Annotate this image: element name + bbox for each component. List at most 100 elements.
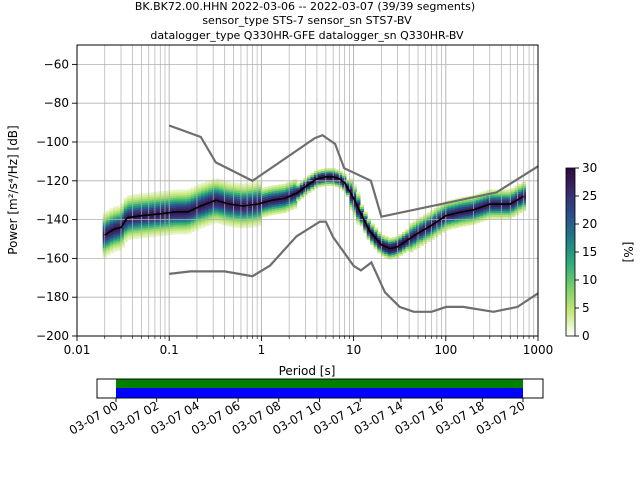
- heatmap-cell: [370, 242, 375, 246]
- heatmap-cell: [356, 222, 361, 225]
- heatmap-cell: [430, 231, 435, 234]
- heatmap-cell: [130, 206, 136, 209]
- heatmap-cell: [201, 221, 206, 224]
- heatmap-cell: [454, 210, 460, 213]
- heatmap-cell: [518, 183, 523, 186]
- heatmap-cell: [349, 195, 354, 198]
- heatmap-cell: [278, 192, 284, 195]
- heatmap-cell: [394, 242, 400, 245]
- heatmap-cell: [176, 207, 181, 210]
- heatmap-cell: [190, 226, 196, 229]
- heatmap-cell: [447, 225, 453, 228]
- heatmap-cell: [243, 183, 248, 186]
- heatmap-cell: [141, 220, 146, 223]
- heatmap-cell: [106, 228, 111, 231]
- heatmap-cell: [137, 230, 143, 233]
- heatmap-cell: [384, 251, 389, 255]
- heatmap-cell: [398, 251, 403, 254]
- heatmap-cell: [345, 194, 350, 197]
- heatmap-cell: [229, 189, 234, 192]
- heatmap-cell: [282, 211, 287, 214]
- heatmap-cell: [236, 196, 241, 199]
- heatmap-cell: [500, 199, 505, 202]
- heatmap-cell: [310, 176, 315, 180]
- heatmap-cell: [363, 213, 368, 216]
- heatmap-cell: [123, 236, 129, 239]
- heatmap-cell: [187, 214, 192, 217]
- heatmap-cell: [225, 216, 231, 219]
- heatmap-cell: [335, 179, 340, 182]
- heatmap-cell: [486, 190, 491, 193]
- heatmap-cell: [264, 196, 269, 199]
- heatmap-cell: [324, 170, 329, 173]
- heatmap-cell: [437, 223, 442, 226]
- heatmap-cell: [454, 216, 460, 219]
- heatmap-cell: [433, 210, 438, 213]
- heatmap-cell: [310, 186, 315, 189]
- low-noise-model-line: [169, 220, 539, 313]
- heatmap-cell: [433, 235, 438, 238]
- heatmap-cell: [409, 232, 414, 236]
- heatmap-cell: [313, 170, 319, 173]
- y-tick-label: −200: [36, 329, 69, 343]
- heatmap-cell: [123, 203, 129, 206]
- heatmap-cell: [412, 244, 417, 247]
- heatmap-cell: [500, 197, 505, 200]
- heatmap-cell: [215, 182, 220, 185]
- heatmap-cell: [338, 171, 343, 174]
- colorbar-tick-label: 5: [582, 301, 590, 315]
- heatmap-cell: [232, 219, 238, 222]
- heatmap-cell: [232, 192, 238, 195]
- heatmap-cell: [225, 208, 231, 211]
- heatmap-cell: [173, 191, 178, 194]
- heatmap-cell: [236, 187, 241, 190]
- heatmap-cell: [130, 221, 136, 224]
- heatmap-cell: [426, 214, 431, 217]
- heatmap-cell: [352, 191, 357, 195]
- x-axis-label: Period [s]: [279, 364, 336, 378]
- heatmap-cell: [338, 186, 343, 189]
- heatmap-cell: [500, 207, 505, 210]
- colorbar-tick-label: 20: [582, 217, 597, 231]
- heatmap-cell: [190, 187, 196, 190]
- heatmap-cell: [257, 181, 262, 184]
- heatmap-cell: [514, 205, 519, 208]
- heatmap-cell: [282, 191, 287, 194]
- heatmap-cell: [366, 234, 372, 237]
- heatmap-cell: [352, 213, 357, 216]
- heatmap-cell: [380, 238, 386, 241]
- heatmap-cell: [169, 207, 174, 210]
- heatmap-cell: [500, 189, 505, 192]
- heatmap-cell: [194, 197, 199, 200]
- heatmap-cell: [352, 193, 357, 197]
- heatmap-cell: [141, 224, 146, 227]
- heatmap-cell: [391, 237, 396, 240]
- heatmap-cell: [173, 209, 178, 212]
- heatmap-cell: [486, 209, 491, 212]
- heatmap-cell: [173, 203, 178, 206]
- heatmap-cell: [204, 210, 210, 213]
- heatmap-cell: [190, 189, 196, 192]
- x-axis-ticks: 0.01 0.1 1 10 100 1000: [64, 336, 553, 357]
- heatmap-cell: [514, 193, 519, 196]
- heatmap-cell: [247, 190, 252, 193]
- heatmap-cell: [409, 227, 414, 230]
- heatmap-cell: [194, 187, 199, 190]
- heatmap-cell: [109, 243, 115, 246]
- heatmap-cell: [278, 209, 284, 212]
- heatmap-cell: [345, 189, 350, 192]
- heatmap-cell: [493, 207, 498, 210]
- heatmap-cell: [489, 193, 495, 196]
- heatmap-cell: [190, 197, 196, 200]
- heatmap-cell: [155, 195, 160, 198]
- heatmap-cell: [504, 208, 509, 212]
- heatmap-cell: [426, 233, 431, 237]
- heatmap-cell: [148, 219, 153, 222]
- heatmap-cell: [292, 183, 298, 186]
- heatmap-cell: [465, 213, 470, 216]
- heatmap-cell: [292, 196, 298, 199]
- heatmap-cell: [401, 251, 407, 254]
- heatmap-cell: [151, 229, 157, 232]
- heatmap-cell: [155, 220, 160, 223]
